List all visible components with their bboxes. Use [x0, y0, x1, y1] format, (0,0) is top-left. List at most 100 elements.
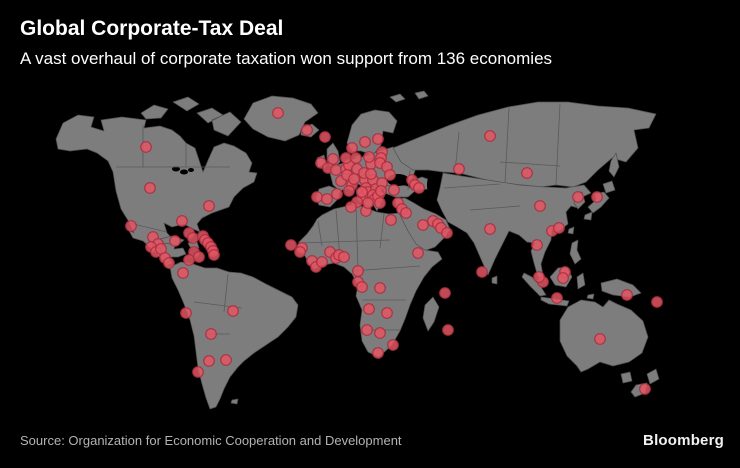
economy-dot — [140, 141, 152, 153]
economy-dot — [340, 152, 352, 164]
economy-dots — [125, 107, 663, 395]
economy-dot — [327, 153, 339, 165]
economy-dot — [417, 219, 429, 231]
economy-dot — [316, 256, 328, 268]
economy-dot — [374, 197, 386, 209]
economy-dot — [203, 355, 215, 367]
economy-dot — [192, 366, 204, 378]
economy-dot — [294, 246, 306, 258]
economy-dot — [551, 292, 563, 304]
economy-dot — [362, 197, 374, 209]
economy-dot — [441, 227, 453, 239]
economy-dot — [374, 282, 386, 294]
land-svalbard — [389, 90, 429, 103]
economy-dot — [521, 167, 533, 179]
land-sri-lanka — [491, 275, 498, 285]
economy-dot — [208, 249, 220, 261]
economy-dot — [227, 305, 239, 317]
economy-dot — [220, 354, 232, 366]
economy-dot — [193, 251, 205, 263]
economy-dot — [144, 182, 156, 194]
economy-dot — [381, 307, 393, 319]
economy-dot — [385, 214, 397, 226]
economy-dot — [400, 207, 412, 219]
economy-dot — [272, 107, 284, 119]
economy-dot — [359, 136, 371, 148]
economy-dot — [439, 287, 451, 299]
economy-dot — [338, 251, 350, 263]
economy-dot — [177, 267, 189, 279]
economy-dot — [534, 200, 546, 212]
economy-dot — [321, 193, 333, 205]
economy-dot — [205, 328, 217, 340]
economy-dot — [413, 182, 425, 194]
land-falklands — [230, 398, 239, 405]
great-lakes — [172, 166, 180, 172]
economy-dot — [372, 133, 384, 145]
economy-dot — [363, 151, 375, 163]
economy-dot — [301, 124, 313, 136]
economy-dot — [203, 200, 215, 212]
economy-dot — [352, 265, 364, 277]
economy-dot — [187, 232, 199, 244]
economy-dot — [621, 289, 633, 301]
land-sakhalin — [608, 152, 620, 178]
caspian-sea — [427, 173, 439, 197]
economy-dot — [374, 327, 386, 339]
land-south-asia — [436, 172, 592, 282]
economy-dot — [365, 168, 377, 180]
bloomberg-logo: Bloomberg — [643, 432, 724, 449]
economy-dot — [375, 185, 387, 197]
economy-dot — [442, 324, 454, 336]
economy-dot — [345, 201, 357, 213]
economy-dot — [453, 163, 465, 175]
economy-dot — [183, 254, 195, 266]
chart-header: Global Corporate-Tax Deal A vast overhau… — [20, 16, 552, 70]
economy-dot — [331, 188, 343, 200]
economy-dot — [412, 247, 424, 259]
economy-dot — [319, 131, 331, 143]
economy-dot — [387, 339, 399, 351]
economy-dot — [557, 272, 569, 284]
land-new-guinea — [586, 278, 642, 300]
economy-dot — [572, 191, 584, 203]
chart-footer: Source: Organization for Economic Cooper… — [20, 432, 724, 449]
economy-dot — [356, 281, 368, 293]
economy-dot — [484, 130, 496, 142]
economy-dot — [348, 173, 360, 185]
economy-dot — [180, 307, 192, 319]
land-sulawesi — [576, 272, 586, 290]
land-tasmania — [620, 371, 633, 384]
economy-dot — [311, 191, 323, 203]
chart-subtitle: A vast overhaul of corporate taxation wo… — [20, 49, 553, 69]
economy-dot — [363, 303, 375, 315]
economy-dot — [591, 191, 603, 203]
great-lakes-3 — [188, 168, 194, 172]
economy-dot — [533, 271, 545, 283]
land-greenland — [243, 95, 319, 142]
economy-dot — [285, 239, 297, 251]
economy-dot — [531, 239, 543, 251]
economy-dot — [651, 296, 663, 308]
economy-dot — [361, 324, 373, 336]
great-lakes-2 — [180, 169, 188, 175]
economy-dot — [553, 222, 565, 234]
economy-dot — [169, 235, 181, 247]
source-text: Source: Organization for Economic Cooper… — [20, 433, 402, 448]
economy-dot — [125, 220, 137, 232]
economy-dot — [343, 185, 355, 197]
chart-title: Global Corporate-Tax Deal — [20, 17, 284, 40]
economy-dot — [639, 383, 651, 395]
economy-dot — [476, 266, 488, 278]
economy-dot — [388, 184, 400, 196]
land-taiwan — [567, 226, 575, 235]
land-philippines — [569, 239, 582, 265]
economy-dot — [372, 347, 384, 359]
land-arctic-islands — [140, 96, 242, 137]
economy-dot — [163, 257, 175, 269]
land-south-america — [169, 261, 299, 410]
economy-dot — [384, 169, 396, 181]
economy-dot — [176, 215, 188, 227]
economy-dot — [350, 152, 362, 164]
